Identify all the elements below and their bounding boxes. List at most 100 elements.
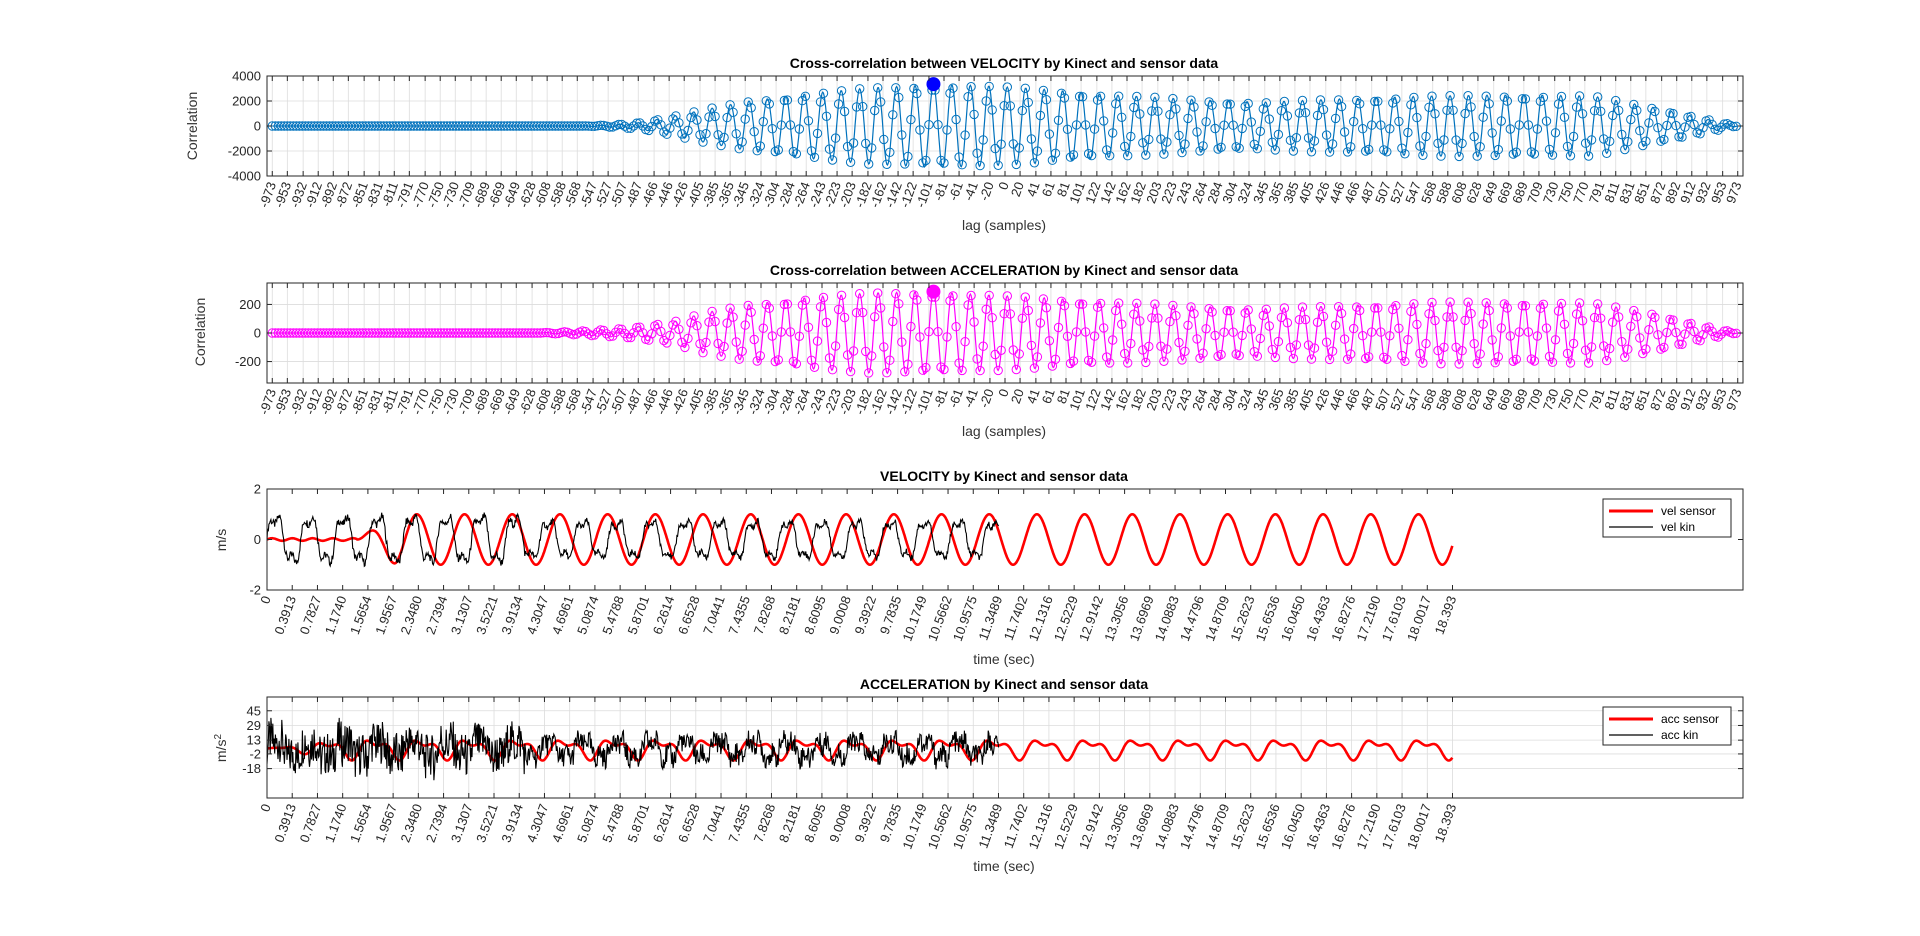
acceleration-xcorr-marker [1526, 354, 1537, 364]
velocity-xcorr-marker [1252, 144, 1263, 154]
acceleration-xcorr-marker [1150, 299, 1160, 309]
acceleration-xcorr-xtick-label: 892 [1662, 387, 1684, 413]
acceleration-xcorr-marker [773, 355, 783, 365]
velocity-xcorr-marker [1132, 91, 1142, 102]
velocity-xcorr-ylabel: Correlation [184, 92, 200, 160]
acceleration-xcorr-marker [845, 366, 856, 377]
velocity-xcorr-marker [864, 159, 874, 169]
velocity-xcorr-marker [1526, 147, 1537, 157]
acceleration-time-ytick-label: 29 [247, 718, 261, 733]
velocity-xcorr-marker [1123, 151, 1133, 161]
acceleration-xcorr-xtick-label: 182 [1127, 387, 1149, 413]
acceleration-xcorr-xlabel: lag (samples) [962, 423, 1046, 439]
acceleration-xcorr-marker [809, 362, 820, 372]
velocity-xcorr-marker [1418, 150, 1428, 161]
acceleration-xcorr-marker [1556, 298, 1567, 309]
velocity-xcorr-marker [1364, 144, 1374, 155]
velocity-xcorr-xtick-label: 284 [1204, 180, 1226, 206]
velocity-xcorr-marker [665, 123, 675, 133]
velocity-xcorr-marker [752, 146, 762, 156]
acceleration-xcorr-marker [1204, 304, 1214, 314]
acceleration-xcorr-marker [752, 356, 762, 366]
acceleration-xcorr-marker [719, 341, 729, 352]
velocity-xcorr-marker [1547, 150, 1558, 160]
acceleration-xcorr-marker [1011, 364, 1021, 375]
velocity-xcorr-marker [1216, 142, 1226, 153]
acceleration-xcorr-marker [626, 332, 636, 343]
velocity-xcorr-xtick-label: 81 [1054, 180, 1073, 199]
velocity-xcorr-marker [788, 146, 799, 157]
velocity-time-ytick-label: 0 [254, 532, 261, 547]
acceleration-xcorr-xtick-label: 61 [1039, 387, 1058, 406]
acceleration-xcorr-xtick-label: 304 [1219, 387, 1241, 413]
velocity-xcorr-marker [1150, 92, 1160, 103]
velocity-xcorr-data [267, 81, 1741, 171]
acceleration-xcorr-marker [632, 322, 642, 333]
velocity-xcorr-marker [713, 130, 723, 140]
velocity-xcorr-xtick-label: 730 [1540, 180, 1562, 206]
acceleration-time-ytick-label: -18 [242, 761, 261, 776]
velocity-xcorr-tick-marks [267, 75, 1743, 177]
velocity-xcorr-marker [993, 160, 1003, 171]
velocity-xcorr-marker [701, 129, 711, 139]
velocity-xcorr-marker [1529, 149, 1540, 159]
velocity-time-title: VELOCITY by Kinect and sensor data [880, 468, 1128, 484]
acceleration-xcorr-axes: Cross-correlation between ACCELERATION b… [192, 262, 1745, 439]
velocity-xcorr-xtick-label: 101 [1066, 180, 1088, 206]
velocity-xcorr-xtick-label: 223 [1158, 180, 1180, 206]
velocity-xcorr-marker [683, 125, 693, 136]
acceleration-xcorr-title: Cross-correlation between ACCELERATION b… [770, 262, 1239, 278]
acceleration-xcorr-data [267, 288, 1741, 378]
acceleration-xcorr-marker [779, 299, 790, 310]
acceleration-xcorr-xtick-label: 405 [1295, 387, 1317, 413]
acceleration-xcorr-marker [1342, 354, 1353, 364]
acceleration-xcorr-marker [1373, 303, 1383, 313]
acceleration-xcorr-marker [1114, 298, 1124, 308]
acceleration-xcorr-marker [629, 328, 639, 338]
acceleration-xcorr-marker [1659, 342, 1669, 353]
acceleration-xcorr-ytick-label: 0 [254, 326, 261, 341]
acceleration-xcorr-tick-marks [267, 283, 1743, 383]
acceleration-xcorr-marker [1574, 298, 1585, 308]
acceleration-xcorr-xtick-label: 345 [1250, 387, 1272, 413]
acceleration-xcorr-marker [1315, 302, 1326, 312]
velocity-xcorr-marker [1436, 151, 1446, 161]
velocity-xcorr-marker [1243, 98, 1253, 109]
acceleration-time-tick-marks [266, 697, 1743, 798]
acceleration-time-ylabel-exponent: 2 [213, 734, 224, 740]
velocity-xcorr-ytick-label: -4000 [228, 169, 261, 184]
velocity-xcorr-marker [629, 121, 639, 131]
acceleration-xcorr-marker [1002, 291, 1012, 301]
acceleration-time-ytick-label: 13 [247, 733, 261, 748]
velocity-xcorr-marker [698, 137, 708, 147]
acceleration-xcorr-xtick-label: 588 [1433, 387, 1455, 413]
velocity-xcorr-marker [1379, 145, 1389, 155]
acceleration-xcorr-marker [1276, 312, 1287, 323]
velocity-time-legend-label: vel kin [1661, 520, 1695, 534]
velocity-xcorr-marker [1659, 134, 1669, 145]
velocity-xcorr-marker [1574, 91, 1585, 101]
acceleration-xcorr-xtick-label: 142 [1097, 387, 1119, 413]
acceleration-xcorr-marker [1333, 302, 1344, 312]
velocity-xcorr-marker [1002, 82, 1012, 92]
acceleration-xcorr-marker [1409, 299, 1419, 309]
acceleration-xcorr-marker [791, 359, 802, 369]
velocity-xcorr-marker [1445, 91, 1455, 101]
acceleration-xcorr-marker [1083, 355, 1094, 366]
acceleration-time-xtick-label: 0 [257, 802, 274, 814]
velocity-time-legend-box [1602, 498, 1732, 538]
velocity-xcorr-xtick-label: 345 [1250, 180, 1272, 206]
velocity-xcorr-xtick-label: 831 [1616, 180, 1638, 206]
velocity-xcorr-marker [1454, 151, 1464, 162]
acceleration-xcorr-marker [1695, 336, 1705, 346]
velocity-xcorr-marker [1276, 106, 1287, 116]
acceleration-xcorr-marker [701, 337, 711, 348]
velocity-xcorr-marker [1373, 96, 1383, 107]
acceleration-xcorr-marker [611, 327, 621, 337]
velocity-xcorr-marker [1083, 149, 1094, 159]
acceleration-xcorr-marker [1270, 352, 1281, 363]
velocity-xcorr-marker [1225, 99, 1235, 109]
velocity-xcorr-marker [743, 97, 753, 107]
acceleration-xcorr-xtick-label: 507 [1372, 387, 1394, 413]
velocity-xcorr-marker [662, 129, 672, 139]
